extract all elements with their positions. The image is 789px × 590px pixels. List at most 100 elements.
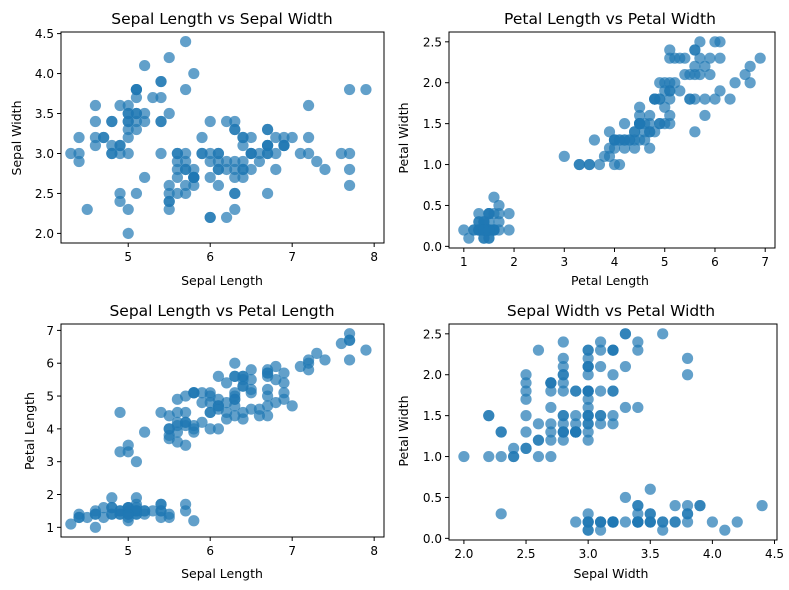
scatter-point [603, 126, 616, 138]
scatter-point [694, 500, 706, 512]
y-axis-label: Petal Width [396, 102, 411, 173]
scatter-point [229, 203, 241, 216]
y-tick-label: 2.5 [423, 327, 442, 341]
y-tick-label: 0.0 [423, 240, 442, 254]
y-axis-label: Petal Length [22, 392, 37, 470]
scatter-point [261, 123, 274, 136]
scatter-point [155, 91, 167, 104]
scatter-point [229, 115, 241, 128]
chart-title: Sepal Width vs Petal Width [507, 302, 715, 320]
chart-title: Sepal Length vs Sepal Width [111, 10, 333, 28]
scatter-point [212, 163, 224, 176]
scatter-point [114, 147, 126, 160]
scatter-point [618, 118, 631, 130]
scatter-point [139, 426, 151, 438]
scatter-point [188, 515, 200, 527]
scatter-point [237, 163, 249, 176]
scatter-point [196, 147, 208, 160]
x-tick-label: 3.0 [579, 547, 598, 561]
scatter-point [649, 93, 661, 105]
scatter-point [204, 397, 216, 409]
scatter-point [570, 516, 582, 528]
scatter-point [619, 401, 632, 414]
scatter-point [204, 115, 216, 128]
y-tick-label: 1.0 [423, 450, 442, 464]
scatter-point [73, 511, 85, 524]
scatter-point [582, 434, 594, 446]
scatter-point [343, 83, 356, 96]
scatter-point [122, 446, 134, 458]
scatter-point [180, 83, 192, 96]
scatter-point [302, 364, 315, 376]
scatter-point [237, 374, 249, 386]
scatter-point [343, 163, 356, 176]
scatter-point [582, 344, 594, 356]
scatter-point [664, 118, 676, 130]
scatter-point [557, 434, 569, 446]
scatter-point [278, 387, 290, 399]
subplot-sepal-width-vs-petal-width: Sepal Width vs Petal Width Sepal Width P… [396, 302, 784, 581]
scatter-points [65, 35, 372, 240]
scatter-point [130, 83, 143, 96]
scatter-point [739, 68, 751, 81]
scatter-point [221, 163, 233, 176]
scatter-point [594, 336, 607, 348]
x-tick-label: 3.5 [641, 547, 660, 561]
x-axis-label: Sepal Width [574, 566, 649, 581]
scatter-point [270, 163, 282, 176]
scatter-point [180, 406, 192, 419]
scatter-point [278, 377, 290, 389]
scatter-point [618, 142, 631, 154]
x-tick-label: 7 [288, 544, 296, 558]
y-tick-label: 4.5 [35, 27, 54, 41]
scatter-point [139, 107, 151, 120]
scatter-points [458, 36, 766, 244]
scatter-point [130, 123, 143, 136]
x-tick-label: 2.5 [516, 547, 535, 561]
scatter-point [221, 155, 233, 168]
scatter-point [237, 139, 249, 152]
scatter-point [706, 516, 718, 528]
scatter-point [532, 434, 545, 446]
scatter-point [261, 410, 274, 422]
scatter-point [302, 131, 315, 144]
x-ticks: 5 6 7 8 [124, 243, 378, 264]
scatter-point [302, 99, 315, 112]
scatter-point [623, 134, 636, 146]
y-tick-label: 3.0 [35, 147, 54, 161]
scatter-point [212, 403, 224, 415]
plot-frame [448, 31, 776, 249]
scatter-point [212, 147, 224, 160]
x-tick-label: 4.0 [703, 547, 722, 561]
scatter-point [709, 93, 721, 105]
scatter-point [557, 418, 569, 430]
scatter-point [458, 450, 470, 463]
x-tick-label: 5 [124, 250, 132, 264]
scatter-point [171, 393, 184, 405]
scatter-point [681, 352, 694, 364]
scatter-point [629, 142, 641, 154]
scatter-point [649, 126, 661, 138]
y-tick-label: 0.5 [423, 199, 442, 213]
scatter-point [196, 397, 208, 409]
scatter-point [343, 179, 356, 192]
scatter-point [632, 516, 644, 528]
scatter-point [532, 450, 545, 463]
scatter-point [557, 360, 569, 373]
y-tick-label: 1.5 [423, 117, 442, 131]
scatter-point [98, 131, 110, 144]
scatter-point [594, 418, 607, 430]
scatter-point [664, 109, 676, 122]
scatter-point [594, 410, 607, 422]
scatter-point [155, 115, 167, 128]
y-ticks: 2.0 2.5 3.0 3.5 4.0 4.5 [35, 27, 61, 241]
y-axis-label: Petal Width [396, 395, 411, 466]
y-tick-label: 5 [46, 390, 54, 404]
scatter-point [582, 369, 594, 381]
scatter-point [155, 75, 167, 88]
scatter-point [114, 139, 126, 152]
scatter-point [639, 126, 651, 138]
scatter-point [679, 68, 691, 81]
x-tick-label: 4.5 [765, 547, 784, 561]
scatter-point [588, 134, 601, 146]
